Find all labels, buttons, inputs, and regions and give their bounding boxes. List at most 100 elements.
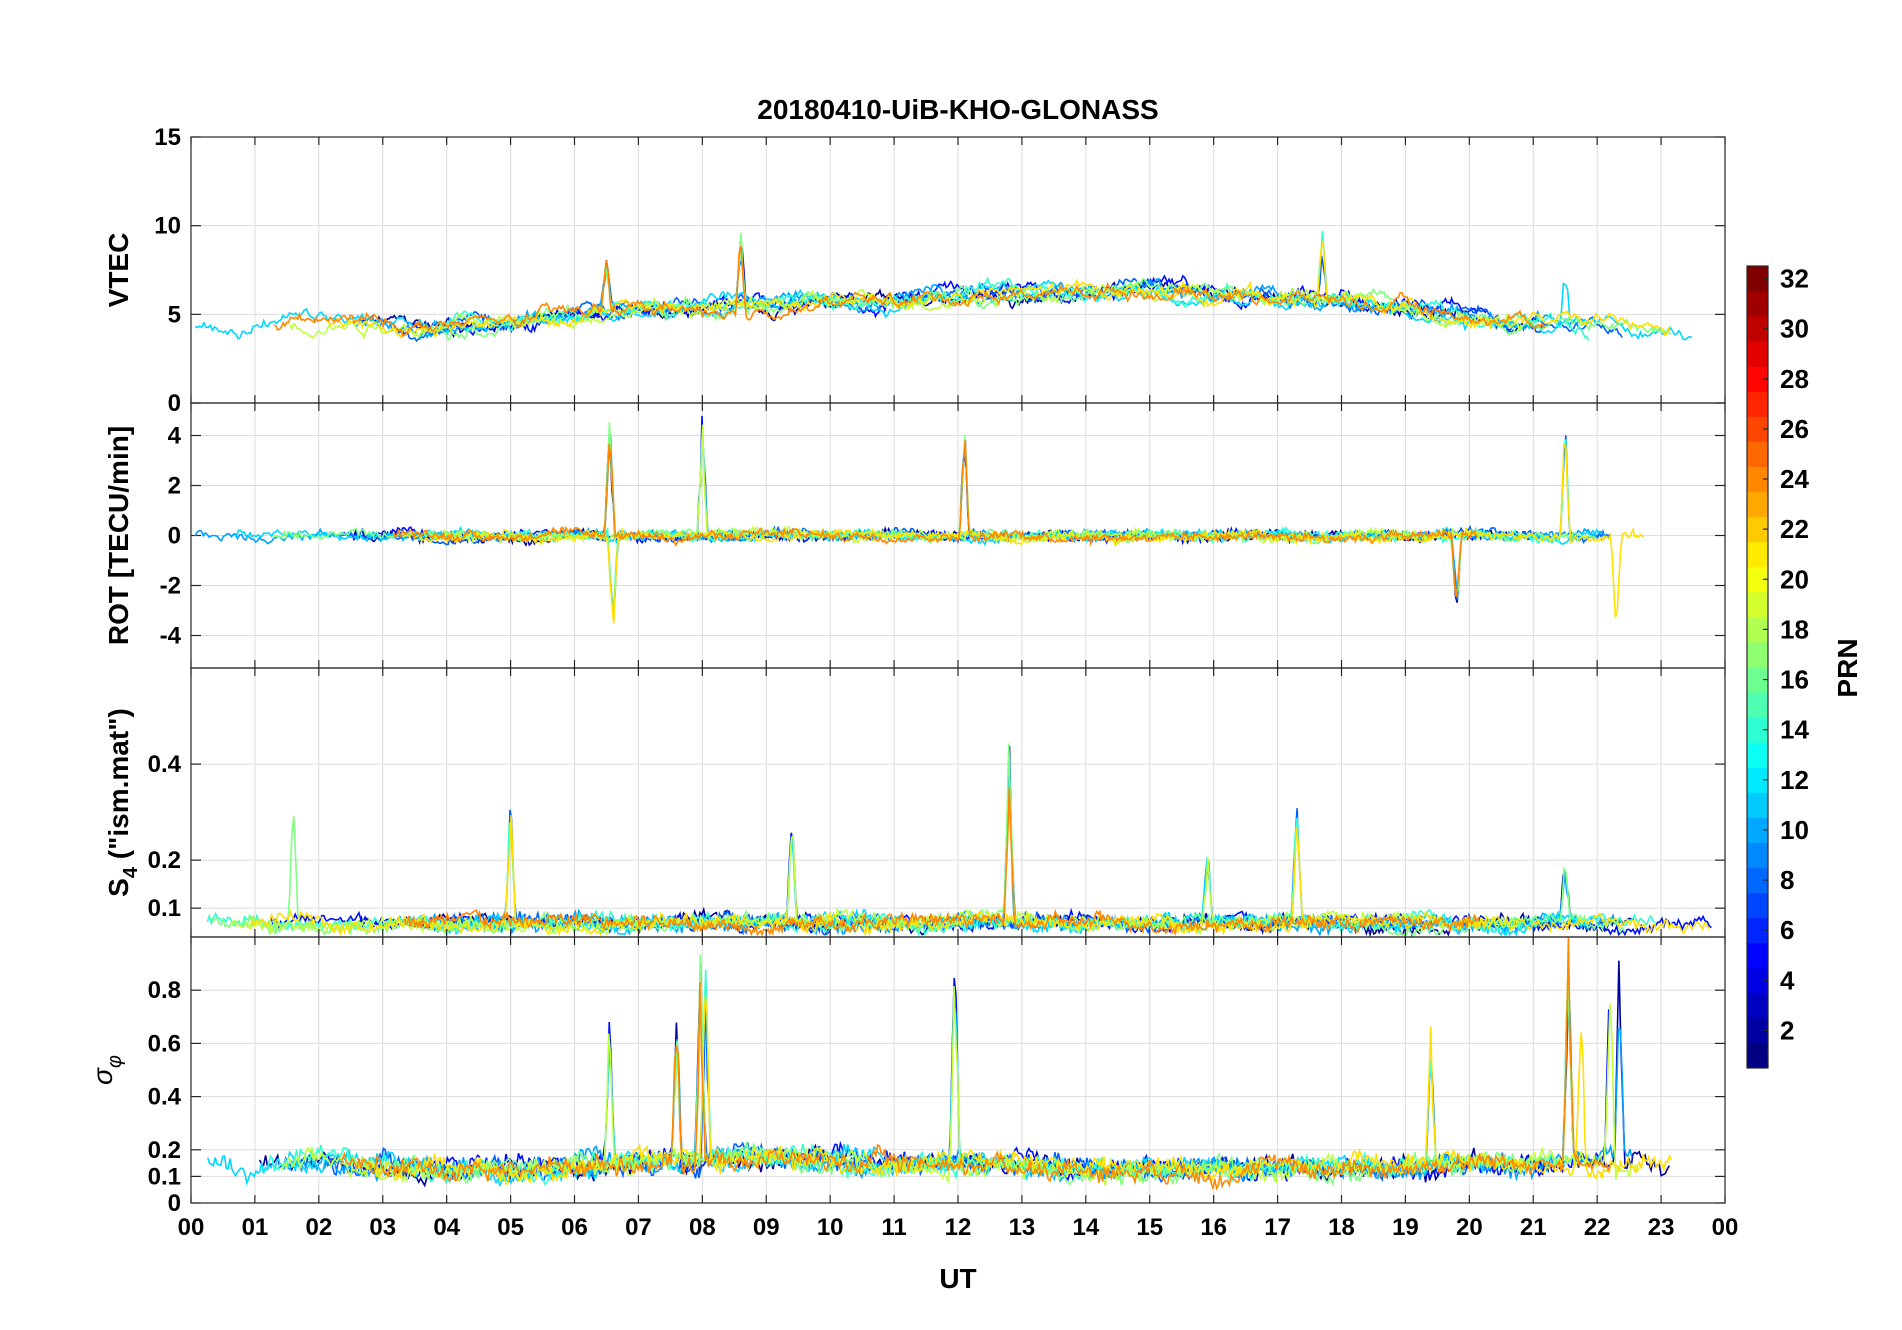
- colorbar-band: [1747, 491, 1768, 518]
- series-group: [206, 937, 1673, 1191]
- series-line-prn-2: [358, 745, 1635, 937]
- series-line-prn-20: [325, 240, 1672, 340]
- colorbar-band: [1747, 1017, 1768, 1044]
- y-tick-label: 0.2: [148, 847, 181, 874]
- colorbar-tick-label: 16: [1780, 665, 1809, 695]
- x-tick-label: 03: [369, 1214, 396, 1241]
- colorbar-band: [1747, 366, 1768, 392]
- y-tick-label: 0.2: [148, 1137, 181, 1164]
- colorbar-band: [1747, 466, 1768, 493]
- y-tick-label: 10: [154, 213, 181, 240]
- x-tick-label: 00: [1712, 1214, 1739, 1241]
- y-tick-label: 0.1: [148, 895, 181, 922]
- series-line-prn-20: [354, 996, 1673, 1186]
- panel-vtec: 0 5 10 15 VTEC: [103, 124, 1726, 417]
- colorbar-tick-label: 2: [1780, 1015, 1794, 1045]
- x-tick-label: 17: [1264, 1214, 1291, 1241]
- series-line-prn-5: [341, 415, 1477, 546]
- x-tick-label: 08: [689, 1214, 716, 1241]
- series-line-prn-2: [258, 960, 1670, 1188]
- y-tick-label: 0.1: [148, 1163, 181, 1190]
- panel-s4: 0.1 0.2 0.4S4 ("ism.mat"): [103, 667, 1726, 938]
- y-tick-label: 0.4: [148, 751, 182, 778]
- colorbar-band: [1747, 266, 1768, 292]
- colorbar-band: [1747, 341, 1768, 367]
- y-tick-label: 0.6: [148, 1030, 181, 1057]
- y-tick-label: 5: [168, 301, 181, 328]
- x-tick-label: 19: [1392, 1214, 1419, 1241]
- x-tick-label: 07: [625, 1214, 652, 1241]
- panel-sigma_phi: 00.10.2 0.4 0.6 0.8 σφ: [87, 936, 1726, 1217]
- colorbar-tick-label: 28: [1780, 364, 1809, 394]
- colorbar-frame: [1746, 265, 1769, 1069]
- x-tick-label: 06: [561, 1214, 588, 1241]
- y-axis-label-vtec: VTEC: [103, 233, 134, 308]
- colorbar-band: [1747, 291, 1768, 317]
- y-tick-label: -2: [160, 573, 181, 600]
- colorbar-tick-label: 20: [1780, 564, 1809, 594]
- colorbar-tick-label: 8: [1780, 865, 1794, 895]
- x-axis-label: UT: [939, 1263, 976, 1294]
- colorbar-band: [1747, 942, 1768, 969]
- y-tick-label: 0.4: [148, 1084, 182, 1111]
- series-line-prn-14: [266, 969, 1575, 1187]
- series-group: [206, 743, 1712, 937]
- x-tick-label: 09: [753, 1214, 780, 1241]
- x-tick-label: 00: [178, 1214, 205, 1241]
- colorbar-band: [1747, 566, 1768, 593]
- colorbar-band: [1747, 917, 1768, 944]
- colorbar-tick-label: 24: [1780, 464, 1809, 494]
- y-tick-label: 0: [168, 523, 181, 550]
- colorbar-band: [1747, 967, 1768, 994]
- colorbar-band: [1747, 892, 1768, 919]
- series-line-prn-16: [344, 954, 1590, 1188]
- x-tick-label: 05: [497, 1214, 524, 1241]
- colorbar-band: [1747, 441, 1768, 467]
- colorbar-band: [1747, 316, 1768, 342]
- y-tick-label: -4: [160, 623, 182, 650]
- x-tick-label: 14: [1072, 1214, 1099, 1241]
- series-line-prn-8: [323, 984, 1507, 1184]
- panel-frame: [190, 936, 1726, 1204]
- colorbar-band: [1747, 416, 1768, 442]
- x-tick-label: 13: [1009, 1214, 1036, 1241]
- chart-title: 20180410-UiB-KHO-GLONASS: [757, 94, 1158, 125]
- series-line-prn-20: [402, 443, 1645, 624]
- colorbar-band: [1747, 817, 1768, 843]
- series-line-prn-8: [367, 435, 1611, 612]
- y-axis-label-s4: S4 ("ism.mat"): [103, 708, 142, 897]
- series-line-prn-12: [234, 432, 1600, 547]
- colorbar-band: [1747, 516, 1768, 543]
- y-tick-label: 15: [154, 124, 181, 151]
- series-line-prn-16: [210, 743, 1626, 936]
- x-tick-label: 20: [1456, 1214, 1483, 1241]
- colorbar-band: [1747, 742, 1768, 768]
- series-line-prn-12: [194, 279, 1692, 341]
- colorbar-tick-label: 10: [1780, 815, 1809, 845]
- x-tick-label: 23: [1648, 1214, 1675, 1241]
- x-tick-label: 11: [881, 1214, 906, 1241]
- colorbar-tick-label: 32: [1780, 264, 1809, 294]
- y-axis-label-sigma_phi: σφ: [87, 1055, 126, 1085]
- colorbar-tick-label: 22: [1780, 514, 1809, 544]
- colorbar-tick-label: 18: [1780, 614, 1809, 644]
- series-line-prn-2: [351, 445, 1534, 603]
- series-line-prn-18: [280, 986, 1640, 1186]
- series-line-prn-23: [403, 787, 1480, 937]
- colorbar-band: [1747, 992, 1768, 1019]
- y-tick-label: 4: [168, 423, 182, 450]
- colorbar-band: [1747, 842, 1768, 868]
- x-tick-label: 22: [1584, 1214, 1611, 1241]
- series-line-prn-10: [420, 754, 1622, 937]
- series-line-prn-23: [273, 245, 1546, 338]
- x-tick-label: 01: [242, 1214, 269, 1241]
- colorbar-band: [1747, 717, 1768, 743]
- x-tick-label: 18: [1328, 1214, 1355, 1241]
- y-tick-label: 0.8: [148, 977, 181, 1004]
- series-line-prn-5: [365, 977, 1611, 1183]
- colorbar-tick-label: 30: [1780, 314, 1809, 344]
- series-line-prn-16: [272, 422, 1597, 596]
- x-tick-label: 02: [305, 1214, 332, 1241]
